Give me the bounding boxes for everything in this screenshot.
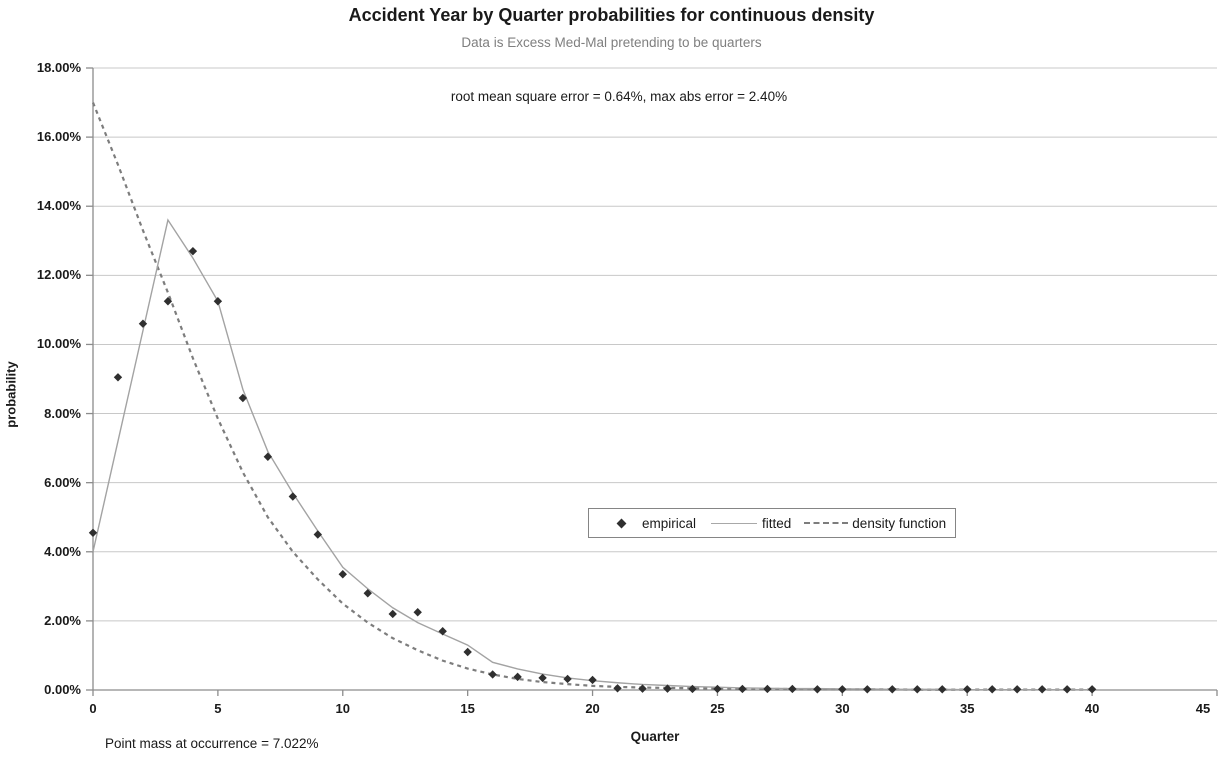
- empirical-point: [963, 685, 972, 694]
- y-tick-label: 18.00%: [36, 60, 81, 75]
- empirical-point: [538, 673, 547, 683]
- empirical-point: [338, 570, 347, 579]
- empirical-point: [663, 684, 672, 693]
- y-tick-label: 0.00%: [44, 682, 81, 697]
- y-tick-label: 4.00%: [44, 543, 81, 559]
- empirical-point: [113, 373, 123, 382]
- empirical-point: [738, 684, 747, 694]
- empirical-point: [463, 647, 472, 657]
- empirical-point: [938, 685, 947, 694]
- empirical-point: [813, 685, 822, 694]
- y-tick-label: 12.00%: [36, 267, 81, 283]
- empirical-point: [838, 685, 847, 694]
- empirical-point: [238, 393, 248, 403]
- empirical-point: [513, 672, 522, 682]
- y-tick-label: 8.00%: [44, 405, 81, 421]
- empirical-point: [413, 608, 422, 617]
- empirical-point: [488, 670, 497, 679]
- chart-title: Accident Year by Quarter probabilities f…: [348, 5, 875, 25]
- x-tick-label: 15: [460, 701, 475, 716]
- legend-label-fitted: fitted: [762, 515, 792, 531]
- empirical-point: [163, 297, 173, 306]
- empirical-point: [863, 685, 872, 694]
- chart-subtitle: Data is Excess Med-Mal pretending to be …: [461, 35, 762, 50]
- fitted-line-icon: [711, 522, 758, 524]
- empirical-point: [613, 684, 622, 693]
- empirical-point: [313, 530, 322, 539]
- x-tick-label: 0: [89, 701, 97, 716]
- empirical-point: [638, 684, 647, 693]
- x-tick-label: 5: [214, 701, 222, 716]
- x-tick-label: 30: [835, 701, 850, 716]
- empirical-point: [213, 297, 223, 306]
- x-tick-label: 40: [1084, 701, 1100, 716]
- empirical-point: [713, 684, 722, 694]
- empirical-point: [913, 685, 922, 694]
- empirical-point: [188, 246, 198, 256]
- fitted-curve: [92, 218, 1093, 691]
- empirical-point: [138, 319, 148, 328]
- empirical-point: [563, 674, 572, 684]
- x-tick-label: 35: [959, 701, 975, 716]
- empirical-point: [363, 589, 372, 598]
- density-line-icon: [804, 522, 849, 524]
- legend-label-density-function: density function: [852, 515, 947, 531]
- empirical-point: [888, 685, 897, 694]
- empirical-point: [288, 492, 298, 501]
- empirical-point: [988, 685, 997, 694]
- empirical-point: [1037, 685, 1047, 694]
- y-tick-label: 10.00%: [36, 336, 81, 352]
- x-tick-label: 25: [710, 701, 725, 716]
- empirical-point: [588, 675, 597, 685]
- x-tick-label: 10: [335, 701, 350, 716]
- empirical-point: [388, 609, 397, 619]
- y-tick-label: 2.00%: [44, 612, 81, 628]
- density-function-curve: [91, 102, 1093, 691]
- empirical-point: [1062, 685, 1072, 694]
- legend: empirical fitted density function: [588, 508, 956, 538]
- y-tick-label: 16.00%: [36, 129, 81, 145]
- y-tick-label: 14.00%: [36, 198, 81, 214]
- empirical-point: [1087, 685, 1097, 694]
- legend-label-empirical: empirical: [642, 515, 697, 531]
- empirical-point: [1012, 685, 1022, 694]
- empirical-point: [263, 452, 273, 461]
- point-mass-footnote: Point mass at occurrence = 7.022%: [105, 736, 319, 751]
- empirical-point: [88, 528, 98, 537]
- empirical-marker-icon: [616, 518, 627, 528]
- y-tick-label: 6.00%: [44, 474, 81, 490]
- empirical-point: [688, 684, 697, 694]
- x-tick-label: 45: [1195, 701, 1211, 716]
- empirical-point: [438, 627, 447, 636]
- empirical-point: [788, 684, 797, 694]
- x-axis-title: Quarter: [630, 729, 680, 744]
- empirical-point: [763, 684, 772, 694]
- x-tick-label: 20: [585, 701, 600, 716]
- error-annotation: root mean square error = 0.64%, max abs …: [450, 89, 788, 104]
